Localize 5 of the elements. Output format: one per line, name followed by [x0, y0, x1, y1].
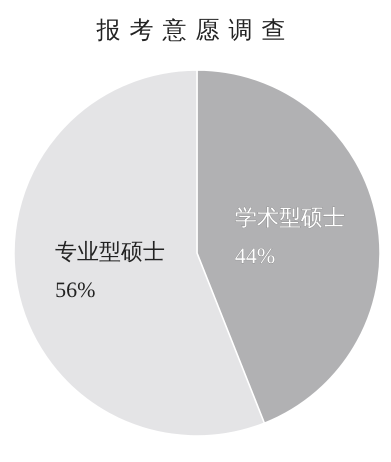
data-label: 56%	[55, 277, 96, 302]
slice-label: 专业型硕士	[55, 239, 166, 264]
chart-title: 报考意愿调查	[96, 18, 294, 44]
slice-label: 学术型硕士	[234, 204, 345, 230]
data-label: 44%	[234, 242, 276, 268]
